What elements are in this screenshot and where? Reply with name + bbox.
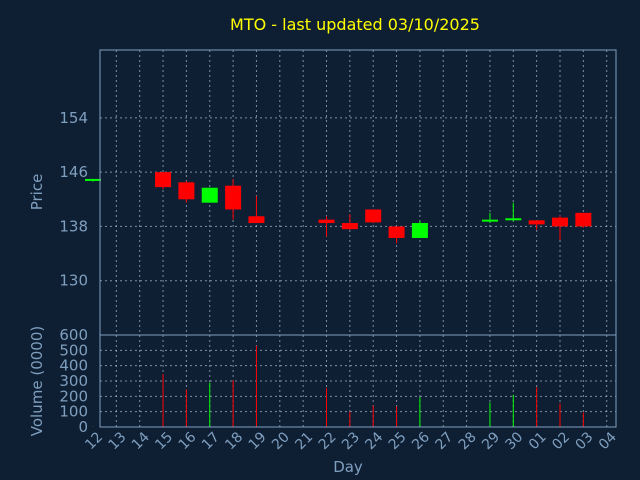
x-tick-label: 13 [106, 429, 130, 453]
volume-tick-label: 400 [59, 357, 88, 375]
volume-tick-label: 500 [59, 341, 88, 359]
x-tick-label: 16 [176, 429, 200, 453]
x-tick-label: 23 [339, 429, 363, 453]
volume-tick-label: 0 [78, 418, 88, 436]
candles [85, 172, 592, 244]
price-grid [100, 50, 616, 335]
x-tick-label: 29 [479, 429, 503, 453]
price-axis-label: Price [28, 174, 46, 211]
candle-body [575, 212, 592, 227]
x-tick-label: 30 [503, 429, 527, 453]
volume-tick-label: 200 [59, 387, 88, 405]
x-tick-label: 20 [269, 429, 293, 453]
x-tick-label: 26 [409, 429, 433, 453]
candle-body [201, 187, 218, 203]
candle-body [225, 185, 242, 210]
candle-body [85, 178, 101, 181]
x-tick-label: 21 [292, 429, 316, 453]
x-tick-label: 17 [199, 429, 223, 453]
candle-body [178, 182, 195, 200]
x-axis-ticks: 12 13 14 15 16 17 18 19 20 21 22 23 24 25 26 27 28 29 30 01… [82, 429, 620, 453]
x-tick-label: 15 [152, 429, 176, 453]
candle-body [155, 172, 172, 188]
x-tick-label: 18 [222, 429, 246, 453]
candle-body [248, 216, 265, 224]
candle-body [318, 219, 335, 224]
price-tick-label: 130 [59, 272, 88, 290]
chart-title: MTO - last updated 03/10/2025 [230, 15, 480, 34]
price-tick-label: 154 [59, 109, 88, 127]
x-tick-label: 01 [526, 429, 550, 453]
volume-panel-frame [99, 334, 617, 428]
x-tick-label: 03 [573, 429, 597, 453]
price-tick-label: 146 [59, 163, 88, 181]
x-tick-label: 19 [246, 429, 270, 453]
x-tick-label: 14 [129, 429, 153, 453]
x-tick-label: 25 [386, 429, 410, 453]
price-y-ticks: 130 138 146 154 [59, 109, 88, 290]
x-tick-label: 27 [432, 429, 456, 453]
candle-body [505, 218, 522, 221]
volume-tick-label: 100 [59, 403, 88, 421]
candle-body [552, 217, 568, 227]
candle-body [365, 209, 382, 223]
candle-body [528, 220, 545, 225]
volume-tick-label: 300 [59, 372, 88, 390]
x-tick-label: 02 [549, 429, 573, 453]
volume-tick-label: 600 [59, 326, 88, 344]
candle-body [341, 223, 358, 230]
price-panel-frame [99, 49, 617, 336]
x-tick-label: 22 [316, 429, 340, 453]
volume-bars [92, 345, 584, 427]
candle-body [481, 219, 498, 222]
candle-body [388, 226, 405, 238]
x-tick-label: 28 [456, 429, 480, 453]
x-tick-label: 04 [596, 429, 620, 453]
candle-body [411, 223, 428, 238]
x-tick-label: 24 [362, 429, 386, 453]
x-axis-label: Day [333, 458, 363, 476]
volume-axis-label: Volume (0000) [28, 326, 46, 436]
price-tick-label: 138 [59, 217, 88, 235]
volume-grid [100, 335, 616, 427]
